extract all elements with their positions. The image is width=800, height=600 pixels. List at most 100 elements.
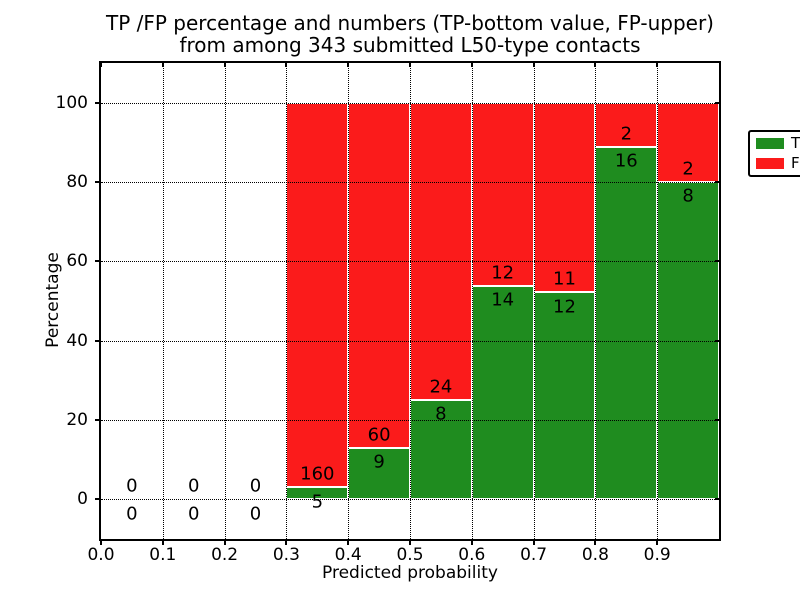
fp-count-label: 160: [300, 463, 335, 485]
fp-count-label: 2: [620, 123, 633, 145]
x-tick-mark: [594, 541, 597, 545]
tp-bar-segment: [410, 400, 472, 500]
gridline-vertical: [471, 63, 473, 539]
x-axis-label: Predicted probability: [322, 563, 498, 583]
y-right-tick-mark: [715, 339, 719, 342]
x-tick-label: 0.2: [211, 545, 239, 565]
fp-bar-segment: [533, 102, 596, 293]
fp-bar-segment: [286, 102, 349, 488]
gridline-vertical: [286, 63, 288, 539]
x-tick-mark: [223, 541, 226, 545]
tp-count-label: 14: [491, 289, 515, 311]
plot-area: 0 0 0 0 0 0 160 5 60 9 24 8 12 14 11 12 2 16 2 8 TPFP: [99, 61, 800, 541]
fp-count-label: 60: [367, 424, 391, 445]
tp-bar-segment: [471, 285, 534, 500]
tp-legend-swatch: [756, 138, 784, 150]
chart-title-line1: TP /FP percentage and numbers (TP-bottom…: [106, 11, 714, 35]
x-tick-mark: [409, 541, 411, 545]
legend-item: FP: [750, 153, 800, 172]
x-tick-label: 0.3: [272, 545, 300, 565]
x-tick-label: 0.7: [520, 545, 548, 565]
x-top-tick-mark: [409, 63, 411, 67]
y-tick-label: 40: [66, 330, 88, 351]
fp-count-label: 0: [249, 475, 262, 497]
x-top-tick-mark: [161, 63, 164, 67]
gridline-vertical: [595, 63, 597, 539]
x-tick-mark: [470, 541, 473, 545]
y-tick-mark: [95, 260, 99, 263]
tp-count-label: 9: [373, 451, 385, 473]
x-tick-mark: [161, 541, 164, 545]
y-right-tick-mark: [715, 101, 719, 104]
tp-count-label: 0: [249, 503, 262, 525]
tp-count-label: 5: [311, 491, 324, 513]
x-tick-label: 0.9: [643, 545, 671, 565]
y-tick-label: 100: [55, 92, 88, 113]
fp-count-label: 2: [682, 158, 694, 180]
x-tick-label: 0.4: [334, 545, 362, 565]
tp-bar-segment: [595, 146, 658, 500]
fp-bar-segment: [410, 102, 472, 401]
y-tick-mark: [95, 339, 99, 342]
tp-count-label: 12: [553, 296, 576, 318]
y-right-tick-mark: [715, 498, 719, 501]
legend-item: TP: [750, 136, 800, 151]
y-right-tick-mark: [715, 181, 719, 183]
fp-count-label: 0: [126, 475, 138, 497]
fp-bar-segment: [471, 102, 534, 286]
fp-count-label: 11: [553, 268, 576, 290]
gridline-vertical: [224, 63, 226, 539]
x-top-tick-mark: [285, 63, 288, 67]
tp-bar-segment: [348, 447, 410, 500]
x-top-tick-mark: [223, 63, 226, 67]
legend-label: FP: [791, 153, 800, 172]
fp-count-label: 0: [187, 475, 200, 497]
tp-count-label: 16: [614, 150, 638, 172]
x-tick-mark: [100, 541, 102, 545]
x-top-tick-mark: [100, 63, 102, 67]
y-tick-label: 20: [66, 410, 88, 430]
x-tick-label: 0.6: [458, 545, 486, 565]
gridline-vertical: [657, 63, 659, 539]
gridline-vertical: [162, 63, 164, 539]
gridline-vertical: [348, 63, 350, 539]
fp-count-label: 24: [429, 376, 453, 398]
y-tick-label: 60: [66, 251, 88, 272]
x-tick-mark: [656, 541, 659, 545]
y-right-tick-mark: [715, 260, 719, 263]
fp-bar-segment: [348, 102, 410, 448]
x-top-tick-mark: [470, 63, 473, 67]
tp-count-label: 8: [682, 185, 694, 207]
x-tick-label: 0.0: [87, 545, 115, 565]
gridline-vertical: [533, 63, 535, 539]
x-top-tick-mark: [656, 63, 659, 67]
x-tick-mark: [347, 541, 350, 545]
tp-count-label: 8: [435, 403, 447, 425]
y-tick-mark: [95, 181, 99, 183]
y-right-tick-mark: [715, 419, 719, 421]
x-top-tick-mark: [532, 63, 535, 67]
x-tick-label: 0.5: [396, 545, 424, 565]
y-tick-mark: [95, 498, 99, 501]
fp-legend-swatch: [756, 157, 784, 169]
y-tick-label: 80: [66, 172, 88, 192]
legend: TPFP: [748, 130, 800, 177]
y-tick-label: 0: [77, 489, 88, 510]
tp-count-label: 0: [126, 503, 138, 525]
plot-inner: 0 0 0 0 0 0 160 5 60 9 24 8 12 14 11 12 2 16 2 8: [100, 63, 719, 539]
tp-bar-segment: [533, 292, 596, 500]
x-tick-label: 0.8: [581, 545, 609, 565]
y-tick-mark: [95, 101, 99, 104]
x-tick-mark: [532, 541, 535, 545]
x-top-tick-mark: [347, 63, 350, 67]
fp-count-label: 12: [491, 262, 515, 284]
tp-count-label: 0: [187, 503, 200, 525]
x-top-tick-mark: [594, 63, 597, 67]
x-tick-label: 0.1: [149, 545, 177, 565]
legend-label: TP: [791, 134, 800, 153]
y-tick-mark: [95, 419, 99, 421]
x-tick-mark: [285, 541, 288, 545]
chart-title-line2: from among 343 submitted L50-type contac…: [179, 33, 641, 57]
gridline-vertical: [410, 63, 411, 539]
